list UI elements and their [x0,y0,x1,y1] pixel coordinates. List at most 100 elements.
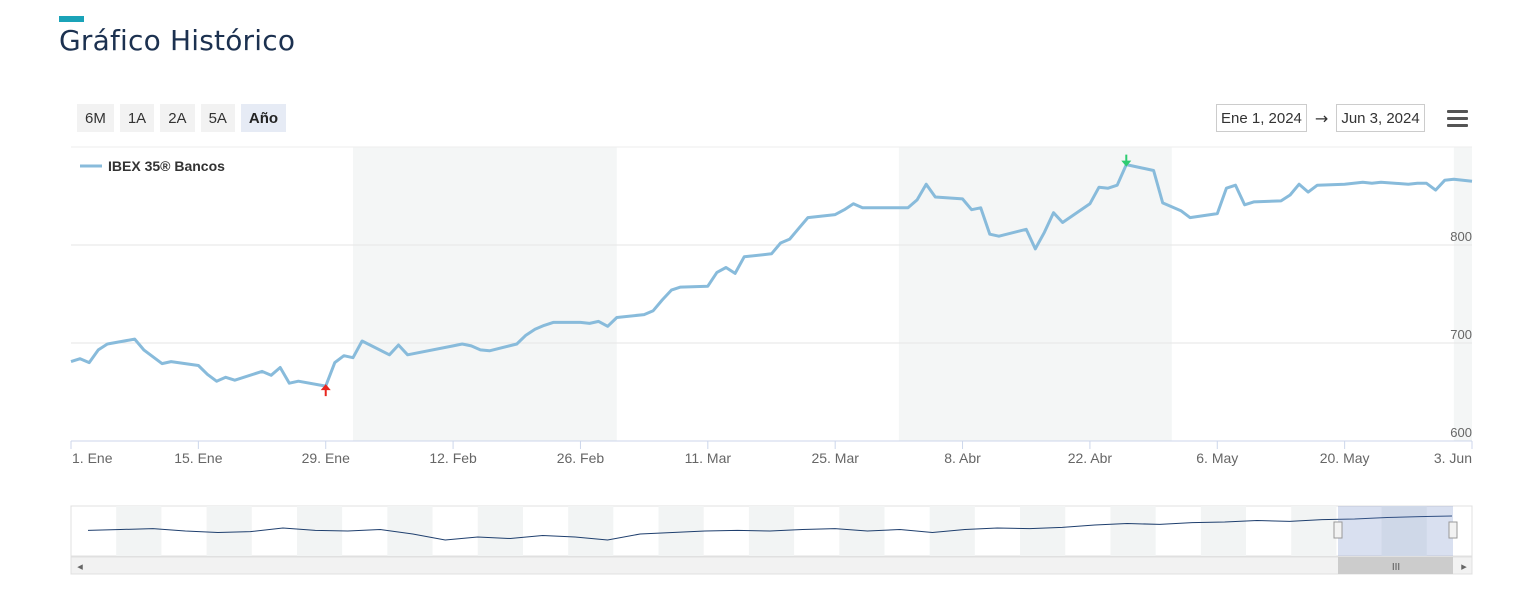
data-point[interactable] [1215,211,1220,216]
data-point[interactable] [451,343,456,348]
data-point[interactable] [169,359,174,364]
scroll-left-icon[interactable]: ◂ [77,560,83,573]
data-point[interactable] [906,205,911,210]
data-point[interactable] [1279,198,1284,203]
data-point[interactable] [987,232,992,237]
data-point[interactable] [1306,190,1311,195]
range-button-5a[interactable]: 5A [200,104,235,132]
data-point[interactable] [1351,181,1356,186]
data-point[interactable] [1115,183,1120,188]
data-point[interactable] [1297,182,1302,187]
data-point[interactable] [360,339,365,344]
data-point[interactable] [214,379,219,384]
data-point[interactable] [1360,180,1365,185]
data-point[interactable] [96,347,101,352]
data-point[interactable] [105,342,110,347]
data-point[interactable] [596,319,601,324]
navigator-handle-left[interactable] [1333,521,1343,539]
data-point[interactable] [978,205,983,210]
range-button-2a[interactable]: 2A [160,104,195,132]
data-point[interactable] [578,320,583,325]
data-point[interactable] [960,196,965,201]
data-point[interactable] [223,375,228,380]
data-point[interactable] [1288,193,1293,198]
data-point[interactable] [141,347,146,352]
data-point[interactable] [1151,168,1156,173]
scrollbar-thumb[interactable] [1338,557,1453,574]
data-point[interactable] [1415,181,1420,186]
data-point[interactable] [915,197,920,202]
range-button-6m[interactable]: 6M [77,104,114,132]
data-point[interactable] [796,226,801,231]
data-point[interactable] [1106,186,1111,191]
data-point[interactable] [1442,178,1447,183]
data-point[interactable] [1424,181,1429,186]
data-point[interactable] [287,381,292,386]
data-point[interactable] [1042,230,1047,235]
data-point[interactable] [351,355,356,360]
data-point[interactable] [778,241,783,246]
data-point[interactable] [669,288,674,293]
data-point[interactable] [1160,200,1165,205]
data-point[interactable] [969,207,974,212]
data-point[interactable] [1224,186,1229,191]
data-point[interactable] [478,347,483,352]
data-point[interactable] [605,324,610,329]
data-point[interactable] [1379,180,1384,185]
data-point[interactable] [1033,246,1038,251]
data-point[interactable] [660,297,665,302]
range-button-ano[interactable]: Año [240,104,287,132]
navigator-handle-right[interactable] [1448,521,1458,539]
data-point[interactable] [787,237,792,242]
data-point[interactable] [296,379,301,384]
data-point[interactable] [1087,201,1092,206]
data-point[interactable] [460,342,465,347]
data-point[interactable] [387,352,392,357]
data-point[interactable] [260,369,265,374]
data-point[interactable] [269,373,274,378]
data-point[interactable] [1470,179,1475,184]
data-point[interactable] [1233,183,1238,188]
legend-label[interactable]: IBEX 35® Bancos [108,158,225,174]
data-point[interactable] [1451,177,1456,182]
data-point[interactable] [642,312,647,317]
data-point[interactable] [1178,208,1183,213]
data-point[interactable] [996,234,1001,239]
data-point[interactable] [924,182,929,187]
navigator-selection[interactable] [1338,506,1453,556]
data-point[interactable] [733,271,738,276]
data-point[interactable] [396,343,401,348]
data-point[interactable] [1251,199,1256,204]
data-point[interactable] [678,285,683,290]
data-point[interactable] [69,359,74,364]
data-point[interactable] [278,365,283,370]
data-point[interactable] [405,352,410,357]
data-point[interactable] [469,343,474,348]
data-point[interactable] [714,270,719,275]
data-point[interactable] [1242,202,1247,207]
data-point[interactable] [523,333,528,338]
data-point[interactable] [851,201,856,206]
data-point[interactable] [933,195,938,200]
data-point[interactable] [232,378,237,383]
data-point[interactable] [705,284,710,289]
scroll-right-icon[interactable]: ▸ [1461,560,1467,573]
data-point[interactable] [769,251,774,256]
data-point[interactable] [587,321,592,326]
data-point[interactable] [487,348,492,353]
data-point[interactable] [1315,183,1320,188]
data-point[interactable] [1051,210,1056,215]
data-point[interactable] [542,323,547,328]
data-point[interactable] [1188,215,1193,220]
data-point[interactable] [1433,188,1438,193]
date-to-input[interactable]: Jun 3, 2024 [1336,104,1425,132]
data-point[interactable] [332,360,337,365]
data-point[interactable] [160,361,165,366]
data-point[interactable] [341,353,346,358]
data-point[interactable] [1406,182,1411,187]
data-point[interactable] [533,327,538,332]
data-point[interactable] [1342,182,1347,187]
data-point[interactable] [132,337,137,342]
data-point[interactable] [742,254,747,259]
data-point[interactable] [78,356,83,361]
